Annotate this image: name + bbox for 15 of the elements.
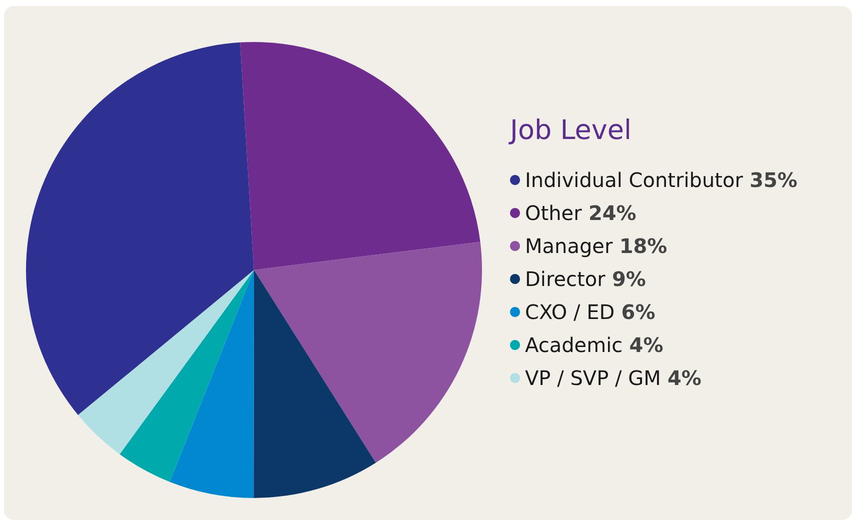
data-label: 4% [629, 333, 664, 357]
legend-label: Individual Contributor [525, 168, 744, 192]
data-label: 4% [668, 366, 702, 390]
data-label: 24% [588, 201, 636, 225]
legend-label: Director [525, 267, 606, 291]
text: Job Level [508, 115, 632, 146]
data-label: 18% [619, 234, 668, 258]
data-label: 9% [612, 267, 646, 291]
data-label: 35% [750, 168, 798, 192]
legend-label: Manager [525, 234, 614, 258]
legend-label: Academic [525, 333, 623, 357]
legend-label: CXO / ED [525, 300, 615, 324]
data-label: 6% [621, 300, 656, 324]
legend-label: VP / SVP / GM [525, 366, 661, 390]
legend-label: Other [525, 201, 583, 225]
